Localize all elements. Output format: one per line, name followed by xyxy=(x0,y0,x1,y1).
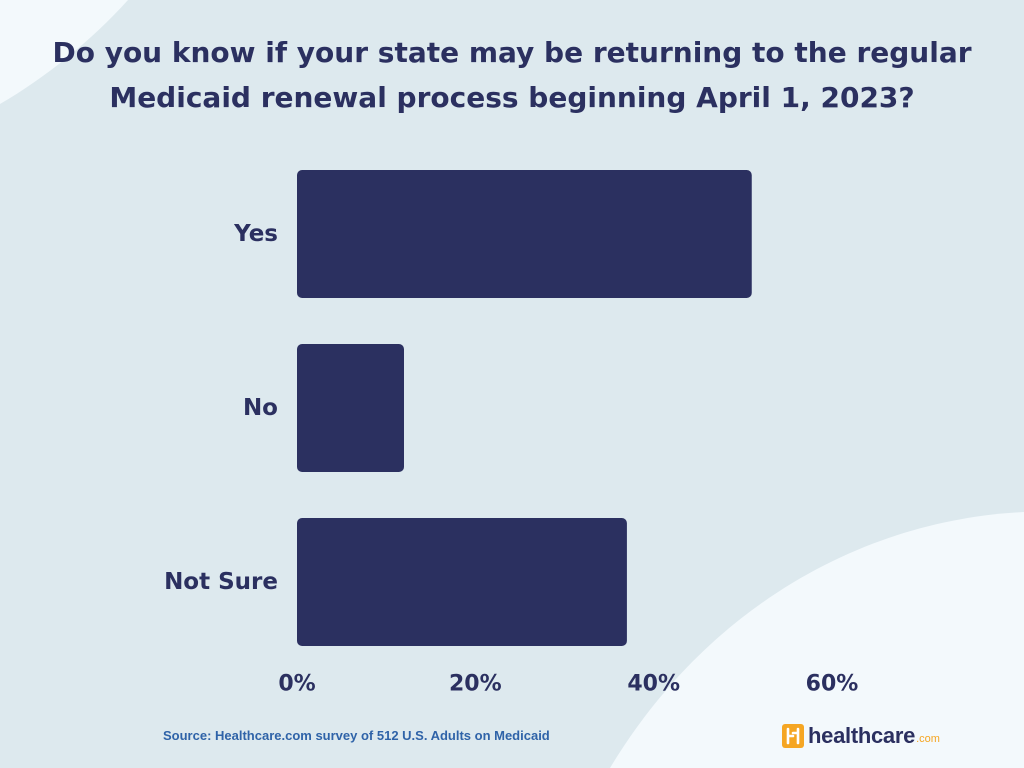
source-note: Source: Healthcare.com survey of 512 U.S… xyxy=(163,728,550,743)
top-left-wave xyxy=(0,0,128,104)
bar-no xyxy=(297,344,404,472)
x-tick-label: 60% xyxy=(806,672,859,697)
bars xyxy=(297,170,752,646)
category-label-yes: Yes xyxy=(233,221,278,247)
x-tick-label: 40% xyxy=(627,672,680,697)
bar-yes xyxy=(297,170,752,298)
title-line-1: Do you know if your state may be returni… xyxy=(52,36,972,69)
bottom-right-wave xyxy=(610,512,1024,768)
logo-text: healthcare xyxy=(808,723,916,748)
x-tick-label: 20% xyxy=(449,672,502,697)
logo-suffix: .com xyxy=(916,733,940,745)
healthcare-logo-icon xyxy=(782,724,804,748)
chart-title: Do you know if your state may be returni… xyxy=(0,30,1024,120)
x-tick-label: 0% xyxy=(278,672,315,697)
category-label-not-sure: Not Sure xyxy=(164,569,278,595)
title-line-2: Medicaid renewal process beginning April… xyxy=(109,81,915,114)
x-axis-tick-labels: 0% 20% 40% 60% xyxy=(278,672,858,697)
category-labels: Yes No Not Sure xyxy=(164,221,278,595)
category-label-no: No xyxy=(243,395,278,421)
bar-not-sure xyxy=(297,518,627,646)
healthcare-logo[interactable]: healthcare .com xyxy=(782,722,940,750)
